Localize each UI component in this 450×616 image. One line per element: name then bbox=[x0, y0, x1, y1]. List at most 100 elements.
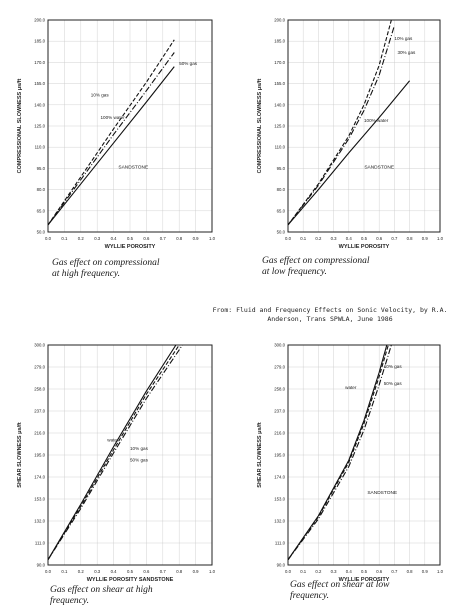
y-tick-label: 90.0 bbox=[277, 563, 286, 568]
y-tick-label: 174.0 bbox=[274, 475, 285, 480]
y-tick-label: 125.0 bbox=[274, 124, 285, 129]
series-line bbox=[288, 25, 395, 226]
y-tick-label: 153.0 bbox=[34, 497, 45, 502]
plot-frame bbox=[287, 344, 441, 566]
y-tick-label: 170.0 bbox=[34, 60, 45, 65]
x-tick-label: 0.5 bbox=[127, 236, 134, 241]
caption-compressional-low: Gas effect on compressional at low frequ… bbox=[262, 256, 370, 277]
x-tick-label: 0.4 bbox=[111, 236, 118, 241]
series-label: 50% gas bbox=[130, 457, 149, 462]
x-tick-label: 0.0 bbox=[285, 569, 292, 574]
series-line bbox=[48, 345, 180, 561]
x-tick-label: 0.0 bbox=[285, 236, 292, 241]
chart-svg-2: 0.0 0.1 0.2 0.3 0.4 0.5 0.6 0.7 0.8 0.9 1.0 50.0 65.… bbox=[257, 18, 444, 251]
series-label: 10% gas bbox=[130, 446, 149, 451]
y-tick-label: 237.0 bbox=[274, 409, 285, 414]
y-tick-label: 279.0 bbox=[34, 365, 45, 370]
x-tick-label: 0.1 bbox=[61, 236, 68, 241]
series-line bbox=[288, 80, 411, 226]
x-tick-label: 0.3 bbox=[331, 569, 338, 574]
series-line bbox=[288, 345, 388, 561]
y-tick-label: 111.0 bbox=[275, 541, 286, 546]
y-axis-label: COMPRESSIONAL SLOWNESS μs/ft bbox=[17, 79, 23, 174]
caption-shear-low: Gas effect on shear at low frequency. bbox=[290, 580, 390, 601]
x-axis-label: WYLLIE POROSITY bbox=[339, 244, 390, 250]
y-tick-label: 65.0 bbox=[37, 208, 46, 213]
x-tick-label: 0.1 bbox=[61, 569, 68, 574]
y-tick-label: 80.0 bbox=[277, 187, 286, 192]
series-line bbox=[48, 52, 175, 226]
x-tick-label: 0.4 bbox=[346, 236, 353, 241]
y-axis-label: SHEAR SLOWNESS μs/ft bbox=[17, 422, 23, 488]
y-tick-label: 300.0 bbox=[274, 343, 285, 348]
series-label: 10% gas bbox=[91, 92, 110, 97]
x-tick-label: 0.5 bbox=[127, 569, 134, 574]
y-tick-label: 300.0 bbox=[34, 343, 45, 348]
y-tick-label: 132.0 bbox=[34, 519, 45, 524]
x-axis-label: WYLLIE POROSITY bbox=[339, 577, 390, 582]
chart-svg-1: 0.0 0.1 0.2 0.3 0.4 0.5 0.6 0.7 0.8 0.9 1.0 50.0 65.… bbox=[17, 18, 216, 251]
source-citation: From: Fluid and Frequency Effects on Son… bbox=[212, 306, 448, 323]
plot-frame bbox=[47, 344, 213, 566]
x-tick-label: 0.8 bbox=[407, 569, 414, 574]
annotation-label: SANDSTONE bbox=[364, 164, 394, 170]
x-tick-label: 0.9 bbox=[422, 569, 429, 574]
chart-svg-3: 0.0 0.1 0.2 0.3 0.4 0.5 0.6 0.7 0.8 0.9 1.0 90.0 111… bbox=[17, 343, 216, 584]
x-tick-label: 0.6 bbox=[376, 236, 383, 241]
x-axis-label: WYLLIE POROSITY bbox=[105, 244, 156, 250]
y-tick-label: 195.0 bbox=[34, 453, 45, 458]
y-tick-label: 237.0 bbox=[34, 409, 45, 414]
y-tick-label: 258.0 bbox=[274, 387, 285, 392]
x-tick-label: 1.0 bbox=[209, 569, 216, 574]
y-tick-label: 111.0 bbox=[35, 541, 46, 546]
x-tick-label: 0.7 bbox=[391, 236, 398, 241]
y-tick-label: 65.0 bbox=[277, 208, 286, 213]
y-tick-label: 200.0 bbox=[34, 18, 45, 23]
x-tick-label: 0.8 bbox=[407, 236, 414, 241]
x-tick-label: 0.7 bbox=[160, 236, 167, 241]
x-tick-label: 1.0 bbox=[437, 569, 444, 574]
x-tick-label: 0.4 bbox=[346, 569, 353, 574]
y-tick-label: 185.0 bbox=[34, 39, 45, 44]
series-line bbox=[288, 345, 392, 561]
plot-frame bbox=[47, 19, 213, 233]
y-tick-label: 95.0 bbox=[277, 166, 286, 171]
series-label: 10% gas bbox=[384, 364, 403, 369]
series-label: 100% water bbox=[100, 115, 125, 120]
x-tick-label: 0.3 bbox=[94, 236, 101, 241]
y-tick-label: 140.0 bbox=[274, 102, 285, 107]
chart-panel-compressional-low: 0.0 0.1 0.2 0.3 0.4 0.5 0.6 0.7 0.8 0.9 1.0 50.0 65.… bbox=[240, 0, 450, 260]
series-line bbox=[48, 345, 177, 561]
y-tick-label: 153.0 bbox=[274, 497, 285, 502]
series-label: 50% gas bbox=[384, 381, 403, 386]
y-tick-label: 174.0 bbox=[34, 475, 45, 480]
y-tick-label: 95.0 bbox=[37, 166, 46, 171]
x-tick-label: 0.1 bbox=[300, 569, 307, 574]
y-tick-label: 90.0 bbox=[37, 563, 46, 568]
y-axis-label: SHEAR SLOWNESS μs/ft bbox=[257, 422, 263, 488]
annotation-label: SANDSTONE bbox=[118, 164, 148, 170]
series-label: 50% gas bbox=[179, 61, 198, 66]
y-tick-label: 80.0 bbox=[37, 187, 46, 192]
y-tick-label: 216.0 bbox=[34, 431, 45, 436]
x-tick-label: 1.0 bbox=[209, 236, 216, 241]
y-tick-label: 125.0 bbox=[34, 124, 45, 129]
x-tick-label: 0.1 bbox=[300, 236, 307, 241]
x-tick-label: 0.5 bbox=[361, 569, 368, 574]
x-tick-label: 0.2 bbox=[78, 569, 85, 574]
series-label: 100% water bbox=[364, 118, 389, 123]
x-tick-label: 0.8 bbox=[176, 569, 183, 574]
x-tick-label: 0.0 bbox=[45, 236, 52, 241]
caption-compressional-high: Gas effect on compressional at high freq… bbox=[52, 258, 160, 279]
x-axis-label: WYLLIE POROSITY SANDSTONE bbox=[87, 577, 174, 582]
y-tick-label: 195.0 bbox=[274, 453, 285, 458]
x-tick-label: 0.9 bbox=[193, 236, 200, 241]
x-tick-label: 0.8 bbox=[176, 236, 183, 241]
x-tick-label: 0.7 bbox=[160, 569, 167, 574]
series-label: 10% gas bbox=[394, 36, 413, 41]
x-tick-label: 0.6 bbox=[376, 569, 383, 574]
y-tick-label: 155.0 bbox=[34, 81, 45, 86]
x-tick-label: 0.9 bbox=[422, 236, 429, 241]
y-tick-label: 185.0 bbox=[274, 39, 285, 44]
x-tick-label: 0.9 bbox=[193, 569, 200, 574]
